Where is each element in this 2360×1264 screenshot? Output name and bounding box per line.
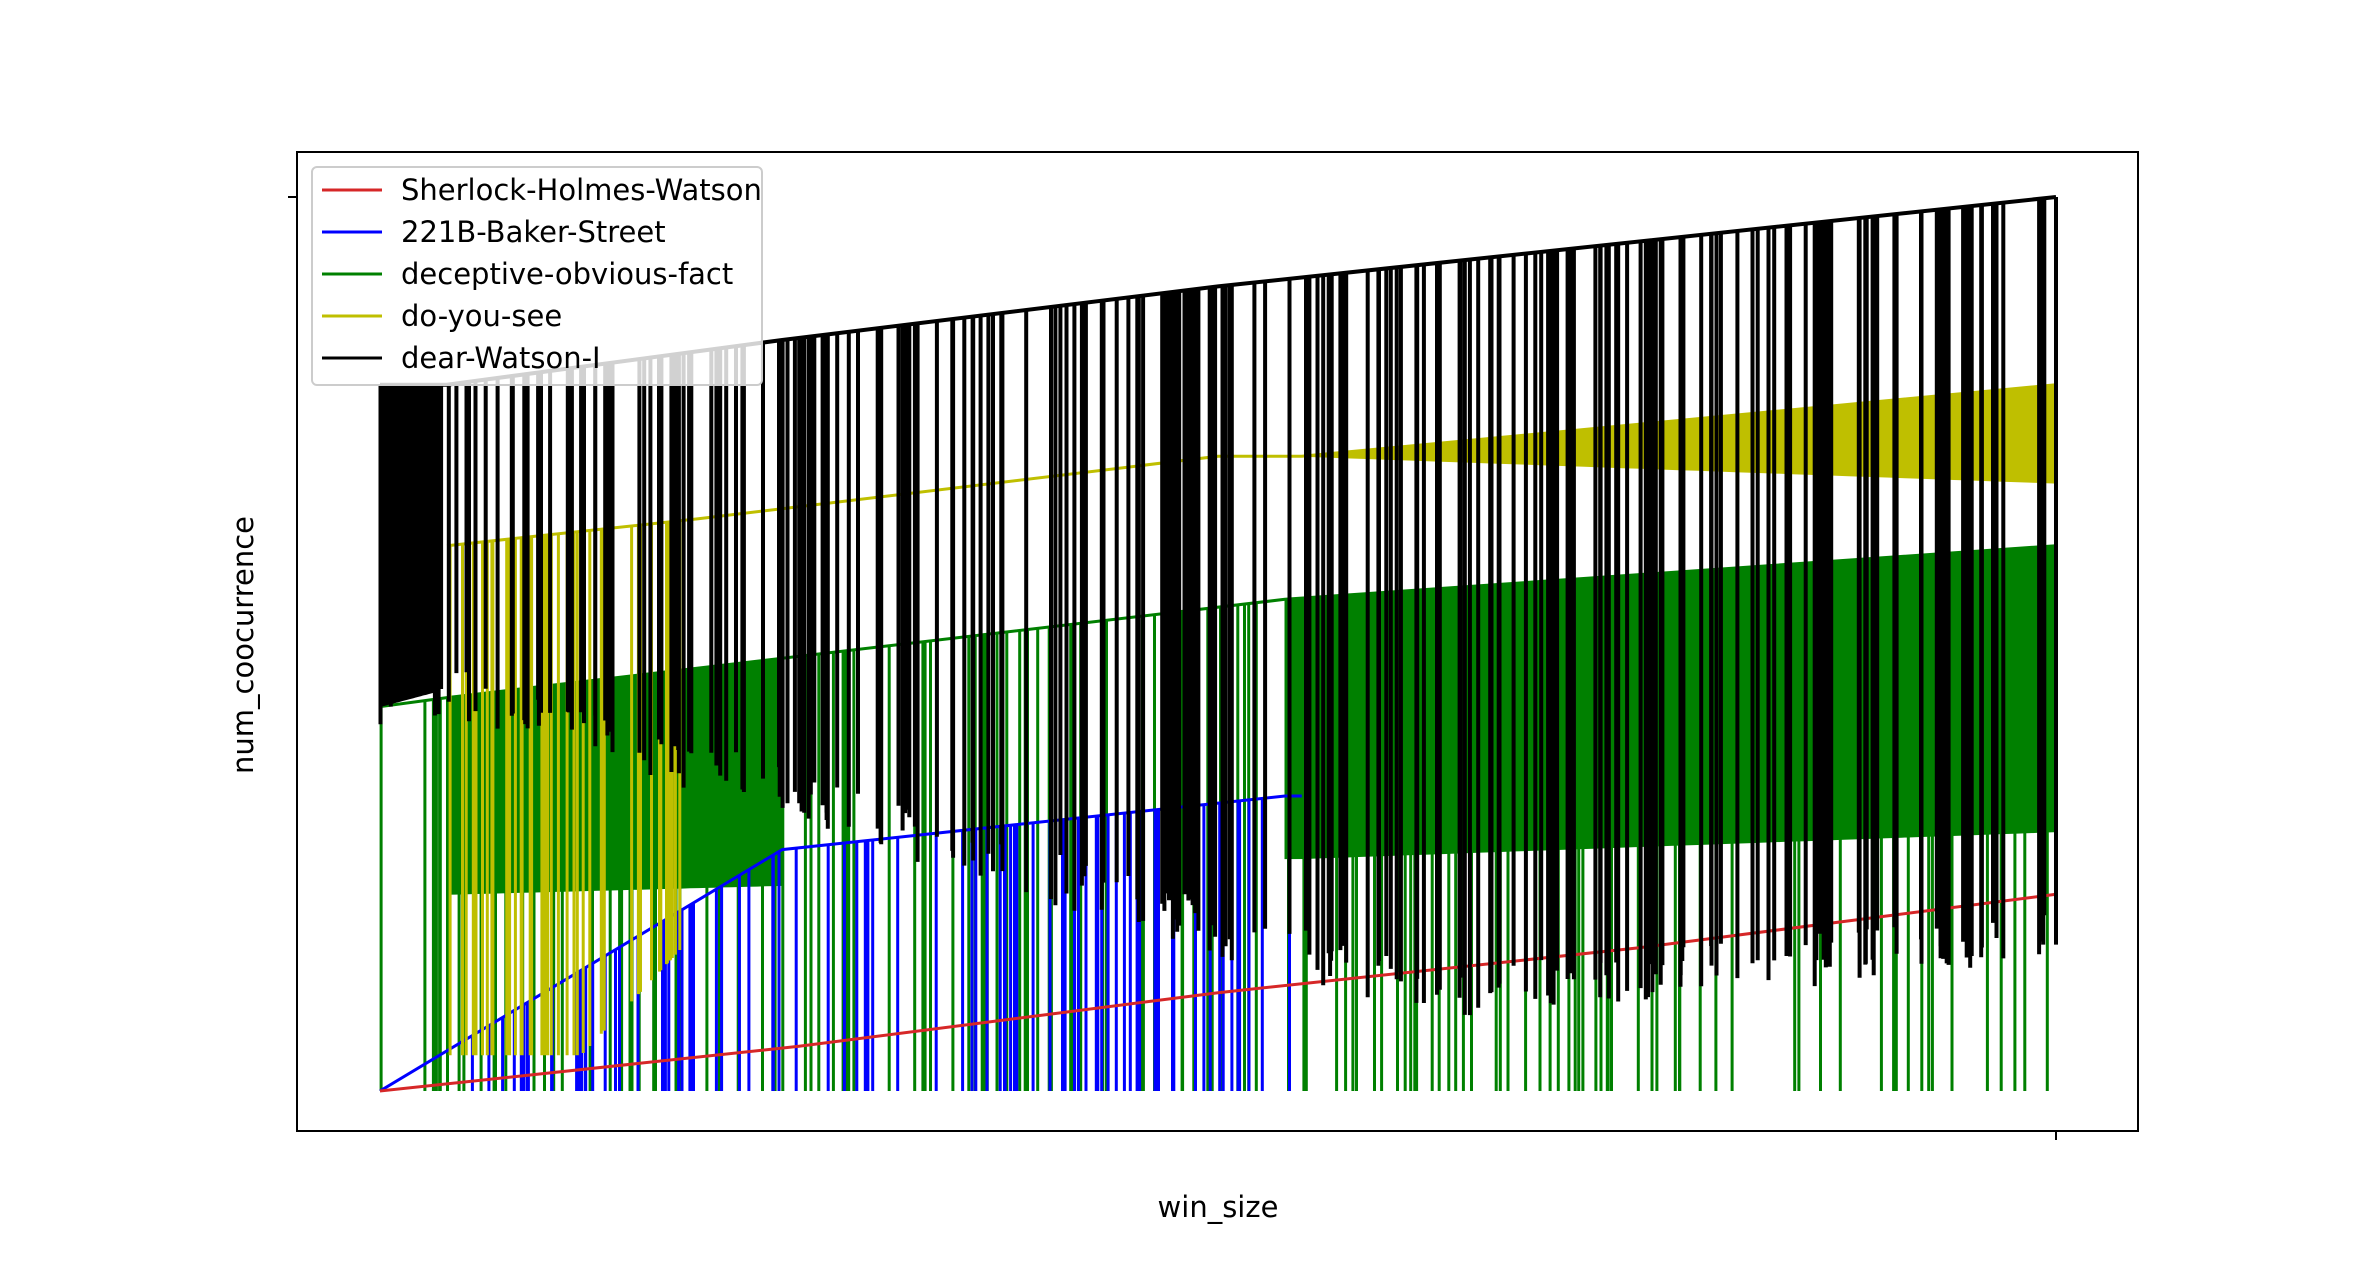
legend-label-dearwatson: dear-Watson-I	[401, 341, 601, 375]
legend-label-deceptive: deceptive-obvious-fact	[401, 257, 733, 291]
legend-label-sherlock: Sherlock-Holmes-Watson	[401, 173, 762, 207]
series-1-line	[379, 794, 1302, 1093]
plot-area	[378, 195, 2058, 1093]
series-4-spikes	[378, 197, 2058, 1016]
legend-label-221b: 221B-Baker-Street	[401, 215, 666, 249]
series-2-line	[379, 544, 2057, 709]
legend-label-doyousee: do-you-see	[401, 299, 562, 333]
series-1-spikes	[470, 796, 1291, 1091]
axes-frame	[296, 151, 2139, 1132]
x-axis-label: win_size	[1158, 1190, 1279, 1224]
legend-box	[311, 166, 763, 386]
series-0-line	[379, 892, 2057, 1093]
legend: Sherlock-Holmes-Watson 221B-Baker-Street…	[311, 166, 763, 386]
y-axis-label: num_coocurrence	[226, 516, 260, 774]
